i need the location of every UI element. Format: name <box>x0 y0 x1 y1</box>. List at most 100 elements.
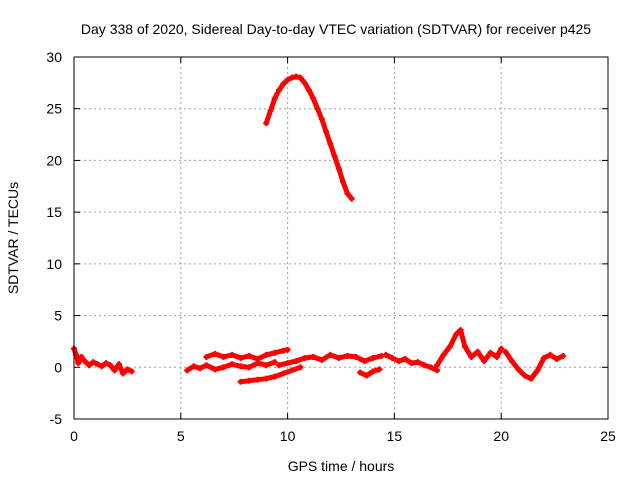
data-point <box>440 351 447 358</box>
data-point <box>297 74 304 81</box>
y-tick-label: 15 <box>46 204 62 220</box>
data-point <box>220 364 227 371</box>
data-point <box>229 361 236 368</box>
series-segment-17-20h <box>434 327 505 369</box>
data-point <box>515 366 522 373</box>
data-point <box>481 358 488 365</box>
data-point <box>376 366 383 373</box>
data-point <box>254 356 261 363</box>
data-point <box>301 354 308 361</box>
data-point <box>468 353 475 360</box>
data-point <box>115 361 122 368</box>
data-point <box>547 351 554 358</box>
series-high-elevation-arc <box>263 73 355 202</box>
data-point <box>314 105 321 112</box>
data-point <box>203 362 210 369</box>
data-point <box>474 348 481 355</box>
data-point <box>335 165 342 172</box>
data-point <box>540 354 547 361</box>
data-point <box>453 331 460 338</box>
data-point <box>107 362 114 369</box>
y-tick-label: 30 <box>46 49 62 65</box>
data-point <box>382 351 389 358</box>
y-axis-label: SDTVAR / TECUs <box>5 182 21 294</box>
data-point <box>361 358 368 365</box>
data-point <box>237 378 244 385</box>
data-point <box>280 370 287 377</box>
x-axis-label: GPS time / hours <box>288 458 395 474</box>
data-point <box>305 87 312 94</box>
series-segment-9-5-14-5h <box>276 351 385 369</box>
data-point <box>120 370 127 377</box>
data-point <box>280 347 287 354</box>
data-point <box>323 128 330 135</box>
axis-ticks: 0 5 10 15 20 25 -5 0 5 10 15 20 25 30 <box>46 49 616 444</box>
data-point <box>528 375 535 382</box>
data-point <box>408 360 415 367</box>
data-point <box>197 365 204 372</box>
data-point <box>284 346 291 353</box>
data-point <box>301 79 308 86</box>
data-point <box>457 327 464 334</box>
data-point <box>553 356 560 363</box>
x-tick-label: 10 <box>280 428 296 444</box>
data-point <box>434 367 441 374</box>
data-point <box>220 353 227 360</box>
data-point <box>246 364 253 371</box>
y-tick-label: 0 <box>54 359 62 375</box>
data-point <box>263 351 270 358</box>
series-segment-14-5-17h <box>382 351 441 374</box>
data-point <box>446 343 453 350</box>
data-point <box>421 362 428 369</box>
data-point <box>111 367 118 374</box>
data-point <box>434 362 441 369</box>
x-tick-label: 15 <box>387 428 403 444</box>
data-point <box>237 354 244 361</box>
data-point <box>414 359 421 366</box>
data-point <box>85 362 92 369</box>
data-series <box>71 73 567 385</box>
data-point <box>103 360 110 367</box>
data-point <box>370 354 377 361</box>
data-point <box>190 363 197 370</box>
data-point <box>352 353 359 360</box>
data-point <box>297 364 304 371</box>
data-point <box>461 343 468 350</box>
grid <box>74 57 608 419</box>
data-point <box>276 362 283 369</box>
series-line <box>434 327 504 368</box>
y-tick-label: 10 <box>46 256 62 272</box>
data-point <box>90 359 97 366</box>
data-point <box>293 358 300 365</box>
data-point <box>348 195 355 202</box>
y-tick-label: 5 <box>54 308 62 324</box>
y-tick-label: 20 <box>46 152 62 168</box>
data-point <box>427 364 434 371</box>
data-point <box>263 362 270 369</box>
data-point <box>318 357 325 364</box>
series-line <box>71 346 135 376</box>
data-point <box>288 367 295 374</box>
data-point <box>340 179 347 186</box>
data-point <box>271 373 278 380</box>
data-point <box>521 372 528 379</box>
series-segment-6-2-10-5h-upper <box>203 346 291 363</box>
data-point <box>81 358 88 365</box>
data-point <box>237 363 244 370</box>
data-point <box>331 153 338 160</box>
data-point <box>124 366 131 373</box>
data-point <box>493 353 500 360</box>
x-tick-label: 0 <box>70 428 78 444</box>
data-point <box>94 361 101 368</box>
data-point <box>203 353 210 360</box>
data-point <box>229 351 236 358</box>
data-point <box>276 87 283 94</box>
data-point <box>211 366 218 373</box>
x-tick-label: 5 <box>177 428 185 444</box>
series-line <box>503 349 566 382</box>
data-point <box>211 350 218 357</box>
x-tick-label: 25 <box>600 428 616 444</box>
series-segment-7-8-10-5h-bottom <box>237 364 304 385</box>
series-segment-0-3h <box>71 345 135 377</box>
chart-title: Day 338 of 2020, Sidereal Day-to-day VTE… <box>81 21 591 37</box>
